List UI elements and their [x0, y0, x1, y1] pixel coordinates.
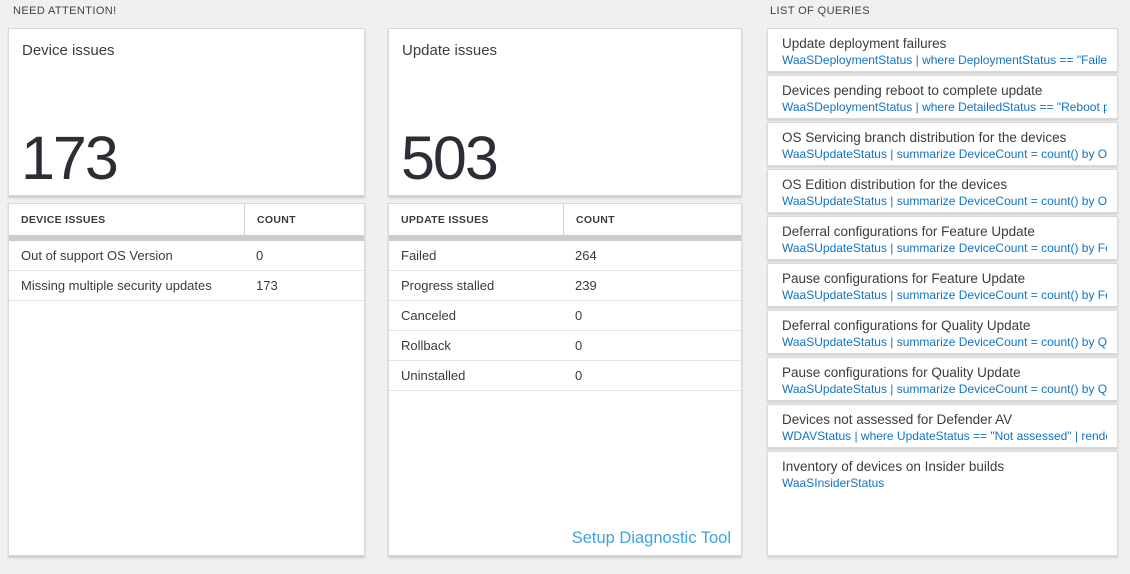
query-item[interactable]: Pause configurations for Quality Update … — [767, 357, 1118, 401]
device-issues-title: Device issues — [22, 42, 115, 59]
update-table-row[interactable]: Rollback 0 — [389, 331, 741, 361]
device-issues-count: 173 — [21, 124, 119, 192]
update-issues-title: Update issues — [402, 42, 498, 59]
row-label: Progress stalled — [401, 278, 495, 293]
setup-diagnostic-tool-link[interactable]: Setup Diagnostic Tool — [571, 529, 731, 547]
device-table-row[interactable]: Missing multiple security updates 173 — [9, 271, 364, 301]
query-item[interactable]: Deferral configurations for Feature Upda… — [767, 216, 1118, 260]
query-list: Update deployment failures WaaSDeploymen… — [767, 28, 1118, 556]
need-attention-heading: NEED ATTENTION! — [13, 5, 117, 17]
query-item[interactable]: Pause configurations for Feature Update … — [767, 263, 1118, 307]
row-count: 0 — [575, 338, 583, 353]
query-item-query: WaaSUpdateStatus | summarize DeviceCount… — [782, 335, 1107, 349]
update-table-row[interactable]: Canceled 0 — [389, 301, 741, 331]
query-item-title: Pause configurations for Feature Update — [782, 271, 1026, 286]
table-header-divider — [389, 235, 741, 241]
update-issues-count: 503 — [401, 124, 499, 192]
row-count: 264 — [575, 248, 597, 263]
update-table-header: UPDATE ISSUES COUNT — [389, 204, 741, 235]
query-item[interactable]: OS Servicing branch distribution for the… — [767, 122, 1118, 166]
query-item[interactable]: Update deployment failures WaaSDeploymen… — [767, 28, 1118, 72]
query-item-query: WaaSDeploymentStatus | where DetailedSta… — [782, 100, 1107, 114]
query-item-query: WaaSUpdateStatus | summarize DeviceCount… — [782, 147, 1107, 161]
query-item-title: OS Servicing branch distribution for the… — [782, 130, 1067, 145]
device-issues-tile[interactable]: Device issues 173 — [8, 28, 365, 196]
row-label: Missing multiple security updates — [21, 278, 212, 293]
update-issues-tile[interactable]: Update issues 503 — [388, 28, 742, 196]
query-item-title: Update deployment failures — [782, 36, 947, 51]
query-item[interactable]: OS Edition distribution for the devices … — [767, 169, 1118, 213]
query-item[interactable]: Devices not assessed for Defender AV WDA… — [767, 404, 1118, 448]
query-item-query: WaaSUpdateStatus | summarize DeviceCount… — [782, 288, 1107, 302]
device-table-header: DEVICE ISSUES COUNT — [9, 204, 364, 235]
device-table-row[interactable]: Out of support OS Version 0 — [9, 241, 364, 271]
query-item-query: WaaSDeploymentStatus | where DeploymentS… — [782, 53, 1107, 67]
row-count: 0 — [575, 308, 583, 323]
row-label: Uninstalled — [401, 368, 466, 383]
list-of-queries-heading: LIST OF QUERIES — [770, 5, 870, 17]
query-item-title: Deferral configurations for Feature Upda… — [782, 224, 1035, 239]
device-table-column-header-count: COUNT — [244, 204, 364, 235]
row-label: Canceled — [401, 308, 456, 323]
query-item-title: Devices pending reboot to complete updat… — [782, 83, 1043, 98]
row-label: Out of support OS Version — [21, 248, 173, 263]
query-item-title: Pause configurations for Quality Update — [782, 365, 1021, 380]
update-issues-table: UPDATE ISSUES COUNT Failed 264 Progress … — [388, 203, 742, 556]
update-table-row[interactable]: Uninstalled 0 — [389, 361, 741, 391]
query-item-query: WaaSUpdateStatus | summarize DeviceCount… — [782, 382, 1107, 396]
row-label: Failed — [401, 248, 437, 263]
device-table-column-header-name: DEVICE ISSUES — [21, 213, 106, 226]
query-item-query: WaaSInsiderStatus — [782, 476, 885, 490]
query-item-query: WaaSUpdateStatus | summarize DeviceCount… — [782, 194, 1107, 208]
device-issues-table: DEVICE ISSUES COUNT Out of support OS Ve… — [8, 203, 365, 556]
query-item[interactable]: Deferral configurations for Quality Upda… — [767, 310, 1118, 354]
row-count: 0 — [256, 248, 264, 263]
query-item-title: Inventory of devices on Insider builds — [782, 459, 1005, 474]
query-item-query: WDAVStatus | where UpdateStatus == "Not … — [782, 429, 1107, 443]
query-item-query: WaaSUpdateStatus | summarize DeviceCount… — [782, 241, 1107, 255]
query-item[interactable]: Devices pending reboot to complete updat… — [767, 75, 1118, 119]
update-table-row[interactable]: Failed 264 — [389, 241, 741, 271]
row-count: 239 — [575, 278, 597, 293]
query-item-title: OS Edition distribution for the devices — [782, 177, 1008, 192]
update-table-column-header-name: UPDATE ISSUES — [401, 213, 489, 226]
query-item-title: Deferral configurations for Quality Upda… — [782, 318, 1031, 333]
query-item-title: Devices not assessed for Defender AV — [782, 412, 1013, 427]
row-count: 173 — [256, 278, 278, 293]
row-label: Rollback — [401, 338, 451, 353]
table-header-divider — [9, 235, 364, 241]
update-table-column-header-count: COUNT — [563, 204, 741, 235]
query-item[interactable]: Inventory of devices on Insider builds W… — [767, 451, 1118, 556]
row-count: 0 — [575, 368, 583, 383]
update-table-row[interactable]: Progress stalled 239 — [389, 271, 741, 301]
